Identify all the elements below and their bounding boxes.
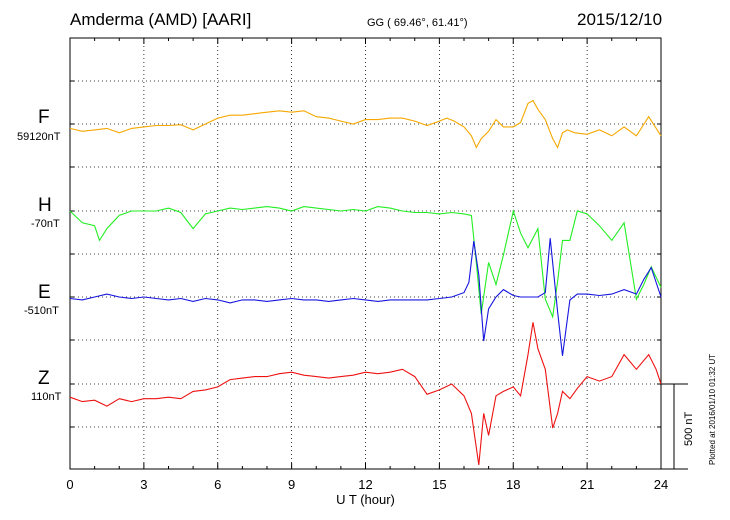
station-coordinates: GG ( 69.46°, 61.41°) (367, 17, 468, 29)
baseline-F: 59120nT (17, 131, 61, 143)
x-tick-label: 18 (506, 477, 520, 492)
x-tick-label: 3 (140, 477, 147, 492)
x-tick-label: 9 (288, 477, 295, 492)
series-H (69, 206, 662, 319)
x-axis-label: U T (hour) (336, 492, 395, 507)
label-F: F (38, 107, 50, 128)
baseline-Z: 110nT (31, 391, 62, 403)
series-F (69, 99, 662, 149)
station-title: Amderma (AMD) [AARI] (70, 10, 252, 29)
baseline-E: -510nT (24, 305, 59, 317)
series-E (69, 238, 662, 356)
baseline-H: -70nT (31, 218, 60, 230)
x-tick-label: 12 (358, 477, 372, 492)
label-H: H (38, 195, 52, 216)
series-Z (69, 322, 662, 465)
label-Z: Z (38, 368, 50, 389)
scale-bar-label: 500 nT (683, 411, 695, 446)
label-E: E (38, 282, 51, 303)
date-label: 2015/12/10 (577, 10, 663, 29)
x-tick-label: 6 (214, 477, 221, 492)
x-tick-label: 24 (654, 477, 668, 492)
x-tick-label: 0 (66, 477, 73, 492)
plotted-timestamp: Plotted at 2016/01/10 01:32 UT (708, 353, 717, 465)
x-tick-label: 21 (580, 477, 594, 492)
x-tick-label: 15 (432, 477, 446, 492)
